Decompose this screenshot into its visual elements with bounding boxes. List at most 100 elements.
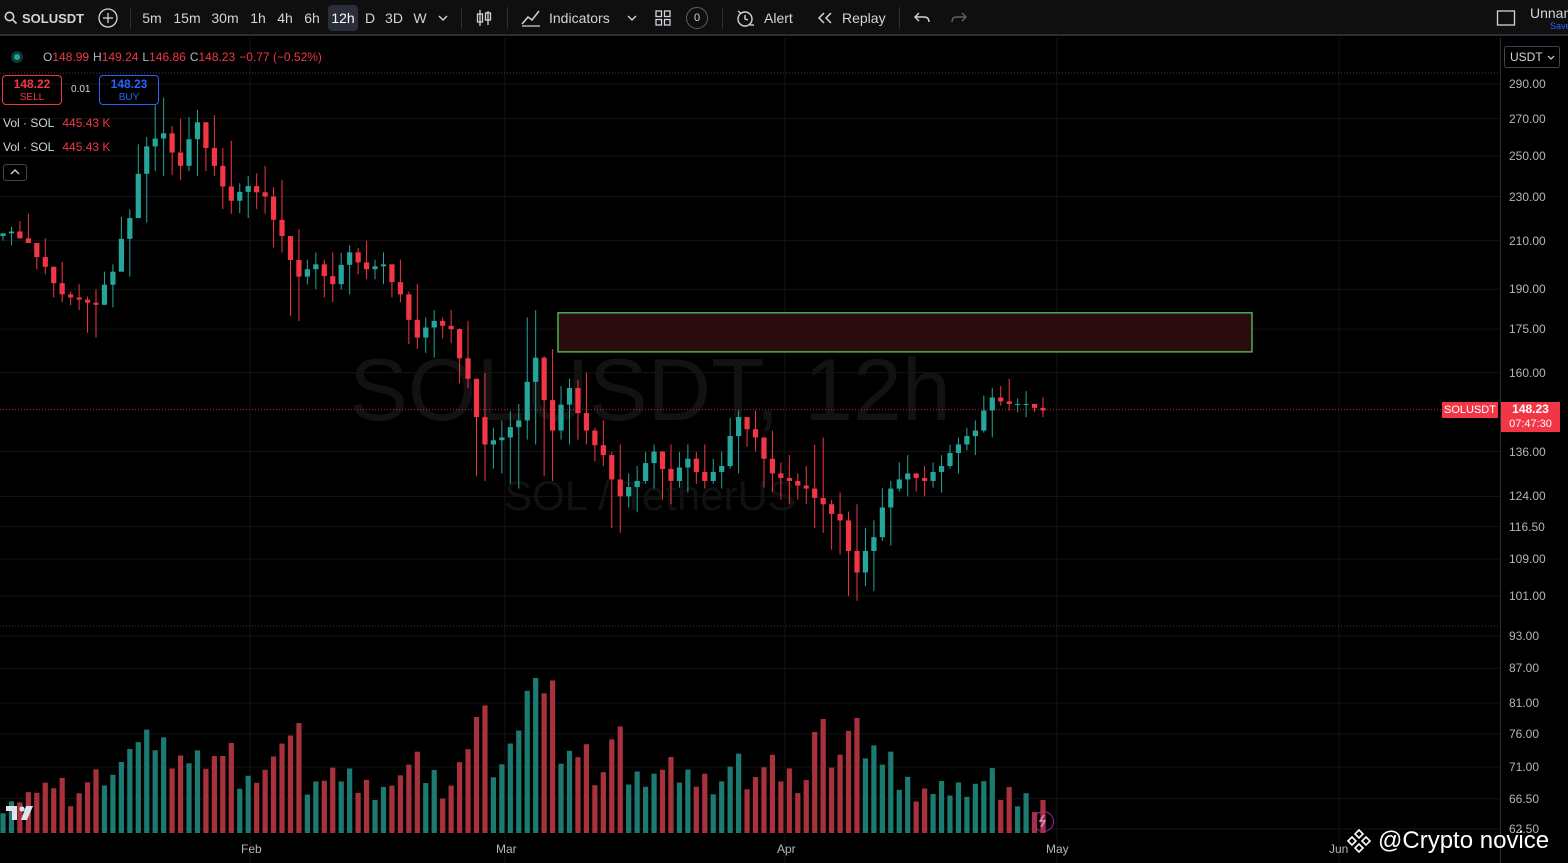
time-label-jun: Jun bbox=[1329, 842, 1349, 856]
candle-body bbox=[981, 410, 987, 431]
sell-button[interactable]: 148.22 SELL bbox=[2, 75, 62, 105]
redo-button[interactable] bbox=[950, 0, 968, 36]
volume-bar bbox=[719, 781, 725, 833]
timeframe-1h[interactable]: 1h bbox=[250, 10, 266, 26]
timeframe-6h[interactable]: 6h bbox=[304, 10, 320, 26]
candle-body bbox=[127, 218, 133, 239]
volume-bar bbox=[862, 758, 869, 833]
layout-name[interactable]: Unnam Save bbox=[1530, 0, 1568, 38]
undo-button[interactable] bbox=[913, 0, 931, 36]
volume-bar bbox=[228, 743, 234, 833]
price-label: 66.50 bbox=[1509, 791, 1540, 806]
market-status-indicator[interactable] bbox=[11, 51, 23, 63]
candle-body bbox=[245, 186, 251, 192]
lightning-button[interactable] bbox=[1033, 811, 1054, 832]
volume-bar bbox=[676, 782, 683, 833]
candle-body bbox=[347, 252, 353, 265]
volume-bar bbox=[76, 793, 82, 833]
price-label: 230.00 bbox=[1509, 189, 1546, 204]
buy-button[interactable]: 148.23 BUY bbox=[99, 75, 159, 105]
tradingview-logo[interactable] bbox=[6, 804, 38, 825]
volume-bar bbox=[482, 705, 488, 833]
alert-icon bbox=[737, 10, 754, 27]
indicators-button[interactable]: Indicators bbox=[520, 0, 610, 36]
timeframe-d[interactable]: D bbox=[364, 10, 376, 26]
timeframe-15m[interactable]: 15m bbox=[173, 10, 201, 26]
volume-bar bbox=[17, 802, 23, 833]
volume-bar bbox=[566, 750, 573, 833]
symbol-name[interactable]: SOLUSDT bbox=[22, 10, 85, 26]
layout-button[interactable] bbox=[1496, 0, 1516, 36]
candle-body bbox=[338, 264, 344, 285]
volume-bar bbox=[34, 792, 40, 833]
templates-count-badge[interactable]: 0 bbox=[686, 0, 708, 36]
watermark-description: SOL / TetherUS bbox=[504, 472, 796, 519]
timeframe-3d[interactable]: 3D bbox=[385, 10, 403, 26]
add-symbol-button[interactable] bbox=[97, 0, 119, 36]
volume-bar bbox=[998, 800, 1004, 833]
collapse-legend-button[interactable] bbox=[3, 164, 27, 181]
price-chart[interactable]: SOLUSDT, 12h SOL / TetherUS bbox=[0, 38, 1500, 863]
volume-bar bbox=[829, 767, 835, 833]
volume-bar bbox=[549, 680, 556, 833]
candle-body bbox=[177, 152, 184, 166]
volume-bar bbox=[211, 756, 217, 833]
timeframe-12h[interactable]: 12h bbox=[328, 5, 358, 31]
volume-bar bbox=[533, 678, 539, 833]
resistance-zone[interactable] bbox=[557, 312, 1253, 353]
timeframe-dropdown[interactable] bbox=[437, 0, 449, 36]
candle-body bbox=[998, 397, 1004, 402]
candle-body bbox=[406, 294, 412, 320]
symbol-search[interactable]: SOLUSDT bbox=[4, 0, 84, 36]
timeframe-w[interactable]: W bbox=[413, 10, 427, 26]
replay-button[interactable]: Replay bbox=[816, 0, 886, 36]
candle-body bbox=[549, 400, 556, 431]
chart-type-button[interactable] bbox=[474, 0, 494, 36]
volume-bar bbox=[245, 775, 251, 833]
timeframe-5m[interactable]: 5m bbox=[142, 10, 162, 26]
volume-bar bbox=[194, 750, 201, 833]
chevron-down-icon bbox=[438, 15, 448, 21]
volume-bar bbox=[617, 726, 623, 833]
alert-button[interactable]: Alert bbox=[735, 0, 793, 36]
volume-bar bbox=[389, 785, 395, 833]
volume-legend-value: 445.43 K bbox=[62, 140, 111, 154]
candle-body bbox=[355, 252, 361, 263]
timeframe-30m[interactable]: 30m bbox=[211, 10, 239, 26]
candle-body bbox=[1006, 401, 1012, 404]
candle-body bbox=[440, 320, 446, 326]
price-label: 124.00 bbox=[1509, 489, 1546, 504]
candle-body bbox=[25, 238, 31, 243]
templates-icon bbox=[655, 10, 671, 26]
volume-bar bbox=[465, 749, 471, 833]
candle-body bbox=[888, 488, 894, 508]
volume-bar bbox=[659, 769, 666, 833]
price-axis[interactable]: USDT 290.00 270.00 250.00 230.00 210.00 190.0… bbox=[1500, 38, 1568, 863]
candle-body bbox=[287, 236, 294, 260]
time-label-apr: Apr bbox=[777, 842, 796, 856]
candle-body bbox=[845, 520, 852, 551]
ohlc-change: −0.77 (−0.52%) bbox=[239, 50, 322, 64]
volume-legend-2[interactable]: Vol · SOL 445.43 K bbox=[3, 140, 110, 154]
volume-bar bbox=[177, 755, 184, 833]
candle-body bbox=[727, 436, 733, 467]
candle-body bbox=[220, 165, 226, 187]
lightning-icon bbox=[1038, 814, 1047, 828]
templates-button[interactable] bbox=[654, 0, 672, 36]
volume-bar bbox=[592, 785, 598, 833]
volume-bar bbox=[254, 782, 260, 833]
volume-legend-label: Vol · SOL bbox=[3, 116, 55, 130]
volume-bar bbox=[752, 777, 759, 833]
volume-bar bbox=[981, 781, 987, 833]
currency-selector[interactable]: USDT bbox=[1504, 46, 1560, 68]
volume-bar bbox=[938, 781, 945, 833]
candle-body bbox=[203, 122, 209, 148]
candle-body bbox=[854, 550, 860, 573]
buy-price: 148.23 bbox=[110, 77, 148, 91]
candle-body bbox=[752, 429, 759, 438]
volume-bar bbox=[803, 780, 809, 833]
indicators-dropdown[interactable] bbox=[626, 0, 638, 36]
volume-bar bbox=[347, 768, 353, 833]
volume-legend-1[interactable]: Vol · SOL 445.43 K bbox=[3, 116, 110, 130]
timeframe-4h[interactable]: 4h bbox=[277, 10, 293, 26]
